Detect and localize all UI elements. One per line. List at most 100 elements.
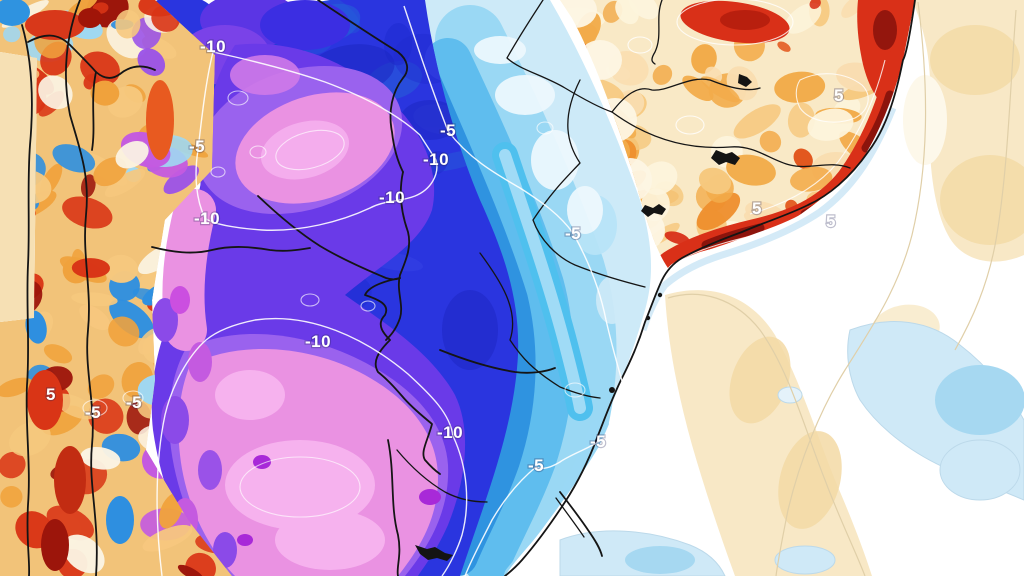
mottle-blob (115, 141, 149, 169)
mottle-blob (71, 292, 118, 307)
minas-borders (611, 78, 761, 113)
rs-border (396, 449, 488, 503)
mottle-blob (109, 299, 154, 339)
mottle-blob (383, 23, 413, 66)
lagoa-dos-patos (559, 491, 603, 557)
mottle-blob (3, 26, 21, 43)
reservoir-squiggles (415, 74, 752, 561)
mottle-blob (142, 525, 193, 552)
contour-label: -5 (528, 456, 544, 475)
lagoa-dos-patos-inner (555, 497, 585, 538)
contour-label: -5 (126, 393, 142, 412)
mottle-blob (108, 316, 140, 347)
cold-band-3 (424, 38, 574, 576)
pink-inner (215, 55, 385, 570)
cold-contour-lines (82, 5, 649, 576)
parana-river-border (364, 277, 441, 475)
contour-label: -10 (200, 37, 226, 56)
contour-label: -5 (565, 224, 581, 243)
mottle-blob (25, 310, 47, 344)
mottle-blob (104, 168, 146, 198)
mottle-blob (774, 71, 826, 103)
ocean-blue-patches (559, 321, 1024, 576)
brazil-coastline (504, 0, 916, 576)
contour-minus10-lower (156, 317, 468, 576)
mottle-blob (777, 41, 791, 52)
parana-state-border (439, 349, 556, 374)
contour-label: -10 (305, 332, 331, 351)
contour-label: 5 (834, 86, 844, 105)
mottle-blob (62, 196, 113, 229)
small-contour-loops (82, 90, 649, 518)
contour-label: -5 (440, 121, 456, 140)
mottle-blob (87, 398, 124, 434)
mottle-blob (691, 44, 717, 74)
mottle-blob (0, 451, 26, 479)
sp-west-border (532, 79, 646, 288)
mottle-blob (615, 0, 639, 25)
contour-label: -10 (379, 188, 405, 207)
contour-label: -5 (590, 432, 606, 451)
minas-sp-border (611, 111, 851, 169)
mottle-blob (104, 254, 139, 283)
mottle-blob (790, 166, 833, 192)
contour-label: -10 (194, 209, 220, 228)
mottle-blob (726, 154, 776, 186)
mottle-blob (664, 231, 690, 245)
political-borders (21, 0, 916, 576)
uruguay-river-border (387, 439, 401, 576)
bolivia-argentina-border (151, 246, 311, 254)
contour-minus5 (403, 5, 627, 576)
mottle-blob (793, 148, 813, 170)
mottle-blob (700, 76, 740, 103)
contour-label: 5 (46, 385, 56, 404)
mottle-blob (79, 304, 111, 331)
cold-band-2 (435, 5, 617, 576)
offshore-blue-sliver (639, 106, 897, 332)
mottle-blob (163, 165, 200, 195)
mottle-blob (784, 2, 822, 34)
contour-label: -10 (437, 423, 463, 442)
mottle-blob (80, 446, 121, 470)
bolivia-chile-border (91, 71, 97, 151)
mottle-blob (0, 485, 23, 508)
contour-labels: -10 -5 -10 -5 -10 -10 -10 -10 -5 -5 -5 5 5 5 5 -5 -5 (45, 36, 845, 476)
mottle-blob (809, 0, 821, 10)
pink-ribbon-west (162, 189, 216, 351)
contour-label: 5 (826, 212, 836, 231)
mottle-blob (807, 108, 854, 141)
mottle-blob (759, 130, 782, 153)
ms-sp-border (506, 0, 613, 113)
contour-minus10-upper (195, 51, 438, 231)
mottle-blob (652, 64, 673, 85)
mottle-blob (90, 80, 120, 106)
ocean-contours (667, 1, 1017, 576)
contour-label: -10 (423, 150, 449, 169)
sc-border (479, 252, 601, 399)
mottle-blob (43, 344, 73, 364)
mottle-blob (67, 0, 98, 17)
mottle-blob (698, 167, 732, 195)
mottle-blob (696, 192, 741, 231)
mottle-blob (177, 564, 204, 576)
mottle-blob (9, 421, 51, 457)
chile-coastline (21, 24, 33, 576)
contour-label: 5 (752, 199, 762, 218)
mottle-blob (115, 9, 141, 39)
goias-minas-border (651, 0, 663, 65)
andes-border (65, 0, 98, 576)
cyan-tongue-light (499, 149, 586, 414)
paraguay-river-border (385, 171, 411, 341)
mottle-blob (38, 75, 73, 110)
mottle-blob (80, 174, 96, 198)
mottle-blob (0, 377, 33, 398)
mottle-blob (63, 534, 105, 574)
mottle-blob (71, 258, 110, 278)
cold-anomaly-region (140, 0, 652, 576)
mottle-blob (137, 48, 166, 76)
contour-label: -5 (85, 403, 101, 422)
contour-label: -5 (189, 137, 205, 156)
mottle-blob (87, 374, 115, 399)
